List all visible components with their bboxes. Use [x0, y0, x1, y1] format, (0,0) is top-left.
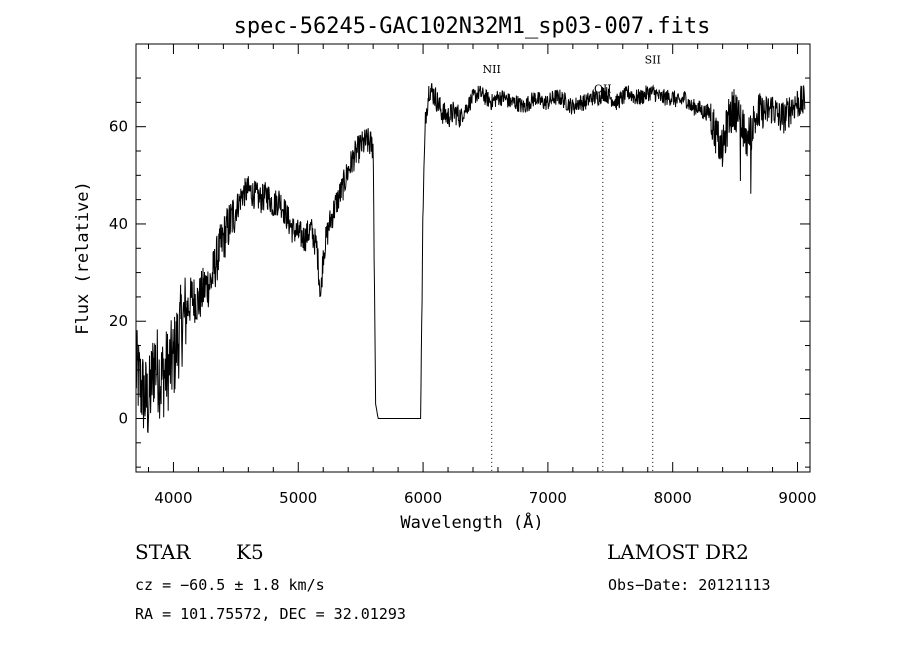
object-subclass: K5: [236, 540, 264, 564]
x-tick-label: 5000: [279, 489, 317, 507]
chart-title: spec-56245-GAC102N32M1_sp03-007.fits: [234, 14, 711, 39]
y-tick-label: 20: [109, 312, 128, 330]
object-type: STAR: [135, 540, 191, 564]
x-tick-label: 8000: [654, 489, 692, 507]
y-axis-label: Flux (relative): [73, 181, 93, 335]
y-tick-label: 40: [109, 215, 128, 233]
survey-name: LAMOST DR2: [607, 540, 749, 564]
redshift-velocity: cz = −60.5 ± 1.8 km/s: [135, 576, 325, 594]
x-tick-label: 9000: [778, 489, 816, 507]
axis-ticks: 4000 5000 6000 7000 8000 9000 0 20 40 60: [109, 44, 817, 507]
spectrum-series: [135, 83, 806, 433]
x-axis-label: Wavelength (Å): [400, 511, 543, 533]
marker-label-nii: NII: [483, 63, 501, 76]
x-tick-label: 6000: [404, 489, 442, 507]
coordinates: RA = 101.75572, DEC = 32.01293: [135, 605, 406, 623]
observation-date: Obs−Date: 20121113: [608, 576, 771, 594]
spectrum-line: [135, 83, 806, 433]
marker-label-sii: SII: [645, 53, 661, 66]
x-tick-label: 7000: [529, 489, 567, 507]
y-tick-label: 0: [118, 410, 128, 428]
x-tick-label: 4000: [154, 489, 192, 507]
y-tick-label: 60: [109, 118, 128, 136]
